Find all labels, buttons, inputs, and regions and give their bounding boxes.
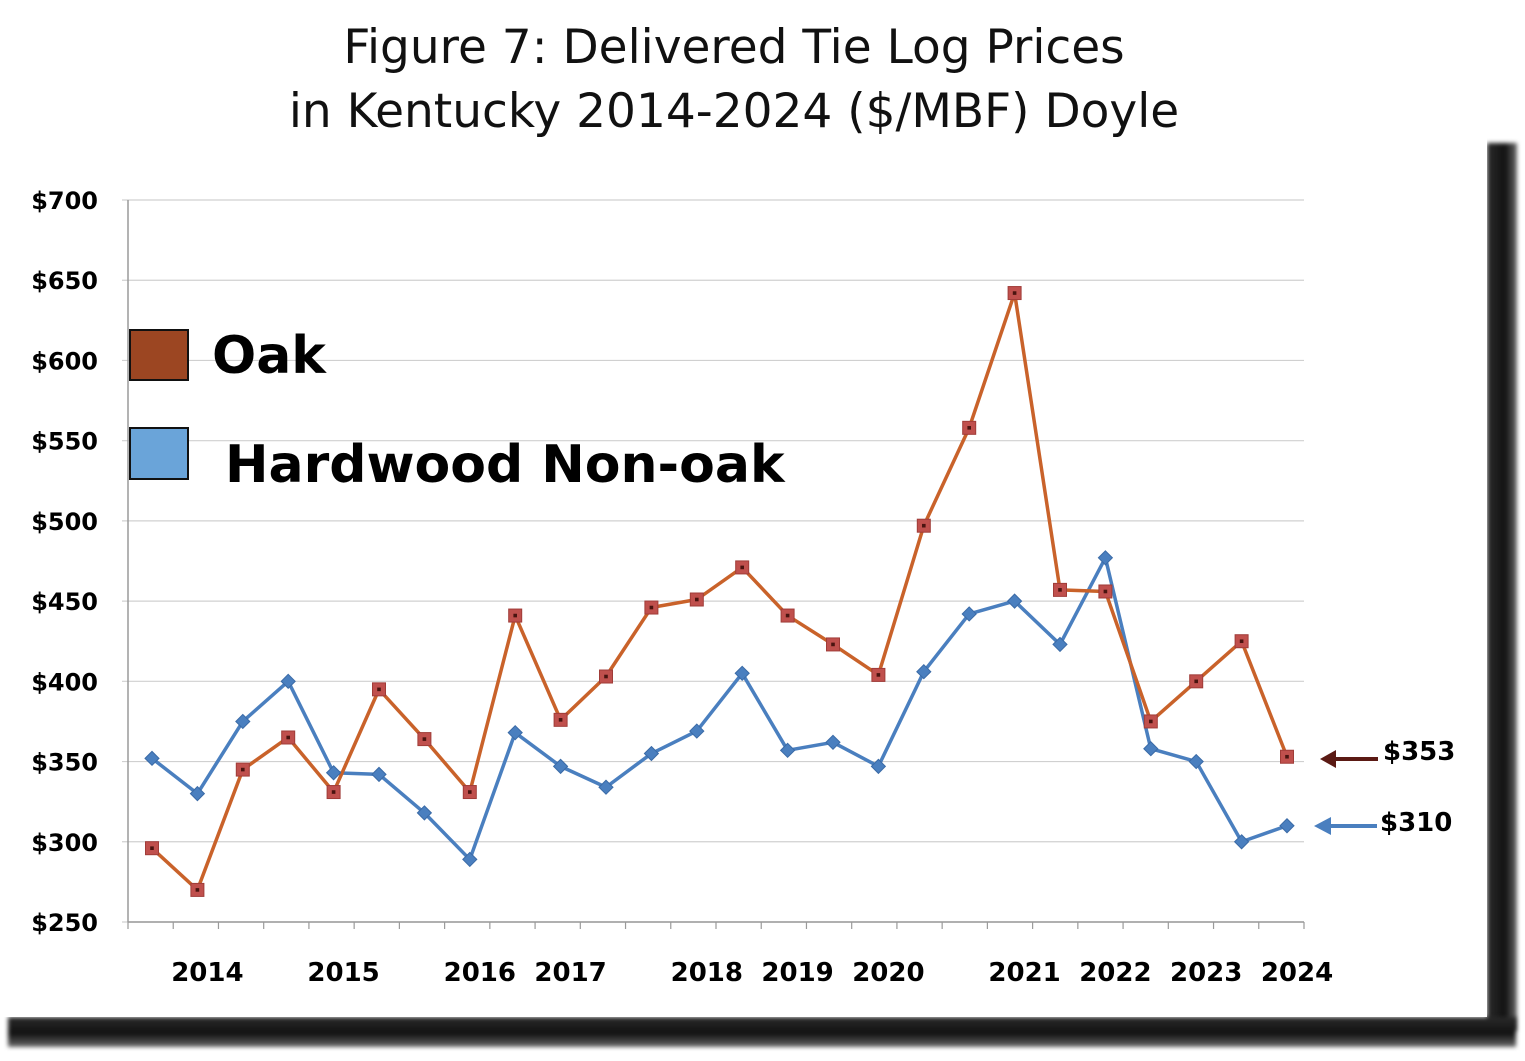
- hardwood-non-oak-point: [507, 724, 523, 741]
- oak-point-center: [967, 426, 971, 430]
- series: [144, 286, 1295, 897]
- y-tick-label: $350: [31, 749, 98, 777]
- hardwood-non-oak-point: [689, 723, 705, 739]
- hardwood-non-oak-point: [325, 765, 342, 781]
- oak-arrow-head: [1320, 750, 1336, 768]
- oak-point-center: [604, 674, 608, 679]
- hardwood-non-oak-point: [916, 663, 932, 680]
- oak-last-value-label: $353: [1383, 737, 1455, 767]
- hardwood-non-oak-point: [1188, 753, 1204, 770]
- gridlines: [122, 199, 1304, 923]
- hardwood-non-oak-point: [1143, 741, 1159, 757]
- axes: [127, 200, 1305, 929]
- oak-point-center: [513, 613, 517, 618]
- x-tick-label: 2020: [852, 958, 924, 988]
- oak-point-center: [831, 642, 835, 647]
- y-tick-label: $400: [31, 668, 98, 696]
- legend-label-nonoak: Hardwood Non-oak: [225, 435, 786, 495]
- x-tick-label: 2021: [988, 958, 1060, 988]
- oak-point-center: [286, 735, 290, 740]
- x-tick-label: 2014: [171, 958, 243, 988]
- x-tick-label: 2017: [534, 958, 606, 988]
- oak-point-center: [1239, 639, 1244, 644]
- y-tick-label: $500: [31, 508, 98, 536]
- oak-point-center: [740, 565, 744, 570]
- hardwood-non-oak-point: [235, 713, 251, 730]
- hardwood-non-oak-point: [598, 779, 614, 795]
- oak-point-center: [468, 790, 472, 794]
- oak-point-center: [1012, 291, 1017, 295]
- x-tick-label: 2018: [671, 958, 743, 988]
- x-tick-label: 2024: [1261, 958, 1333, 988]
- legend-swatch-nonoak: [129, 427, 189, 480]
- x-tick-label: 2023: [1170, 958, 1242, 988]
- chart-title-line1: Figure 7: Delivered Tie Log Prices: [343, 20, 1125, 75]
- hardwood-non-oak-point: [1097, 550, 1114, 566]
- oak-point-center: [377, 687, 381, 692]
- chart-card: [0, 0, 1487, 1017]
- legend-label-oak: Oak: [212, 326, 327, 386]
- y-tick-label: $550: [31, 428, 98, 456]
- y-tick-label: $300: [31, 829, 98, 857]
- oak-point-center: [876, 673, 881, 677]
- oak-point-center: [150, 846, 154, 850]
- hardwood-non-oak-point: [1233, 834, 1250, 850]
- hardwood-non-oak-point: [552, 758, 569, 775]
- oak-point-center: [331, 790, 336, 794]
- y-tick-label: $650: [31, 267, 98, 295]
- oak-point-center: [241, 767, 245, 772]
- series-line-hardwood-non-oak: [150, 556, 1288, 862]
- hardwood-non-oak-point: [280, 673, 296, 690]
- x-tick-label: 2019: [761, 958, 833, 988]
- hardwood-non-oak-point: [1052, 636, 1068, 653]
- hardwood-non-oak-point: [371, 766, 387, 783]
- oak-point-center: [785, 613, 790, 618]
- hardwood-non-oak-point: [961, 606, 977, 622]
- oak-point-center: [1285, 754, 1289, 759]
- hardwood-non-oak-point: [870, 758, 887, 775]
- hardwood-non-oak-point: [1279, 818, 1295, 834]
- hardwood-non-oak-point: [144, 750, 160, 767]
- hardwood-non-oak-point: [825, 734, 841, 751]
- oak-point-center: [422, 737, 427, 741]
- hardwood-non-oak-point: [734, 665, 750, 682]
- hardwood-non-oak-point: [189, 785, 206, 802]
- y-tick-label: $700: [31, 187, 98, 215]
- y-tick-label: $250: [31, 909, 98, 937]
- legend: Oak Hardwood Non-oak: [129, 326, 786, 495]
- oak-point-center: [649, 605, 654, 610]
- oak-point-center: [1149, 719, 1153, 724]
- frame-shadow-bottom: [8, 1017, 1516, 1047]
- oak-point-center: [558, 718, 563, 722]
- x-tick-label: 2015: [307, 958, 379, 988]
- frame-shadow-right: [1487, 143, 1517, 1031]
- hardwood-non-oak-point: [1006, 593, 1023, 609]
- hardwood-non-oak-point: [462, 851, 478, 868]
- x-axis-tick-labels: 2014 2015 2016 2017 2018 2019 2020 2021 2022 2023…: [171, 958, 1333, 988]
- x-tick-label: 2022: [1079, 958, 1151, 988]
- x-tick-label: 2016: [444, 958, 516, 988]
- oak-point-center: [1103, 589, 1108, 594]
- hardwood-non-oak-point: [779, 742, 796, 759]
- series-line-oak: [150, 291, 1289, 892]
- oak-point-center: [1194, 679, 1198, 684]
- chart-title-line2: in Kentucky 2014-2024 ($/MBF) Doyle: [288, 84, 1180, 139]
- legend-swatch-oak: [129, 329, 189, 381]
- y-tick-label: $600: [31, 347, 98, 375]
- end-annotations: $353 $310: [1314, 737, 1455, 838]
- oak-point-center: [695, 597, 699, 602]
- oak-point-center: [195, 888, 200, 892]
- y-axis-tick-labels: $250 $300 $350 $400 $450 $500 $550 $600 $650 $700: [31, 187, 98, 937]
- y-tick-label: $450: [31, 588, 98, 616]
- oak-point-center: [922, 523, 926, 528]
- oak-point-center: [1058, 588, 1062, 592]
- nonoak-arrow-head: [1314, 817, 1331, 835]
- hardwood-non-oak-point: [643, 745, 660, 762]
- nonoak-last-value-label: $310: [1380, 808, 1452, 838]
- hardwood-non-oak-point: [416, 805, 433, 821]
